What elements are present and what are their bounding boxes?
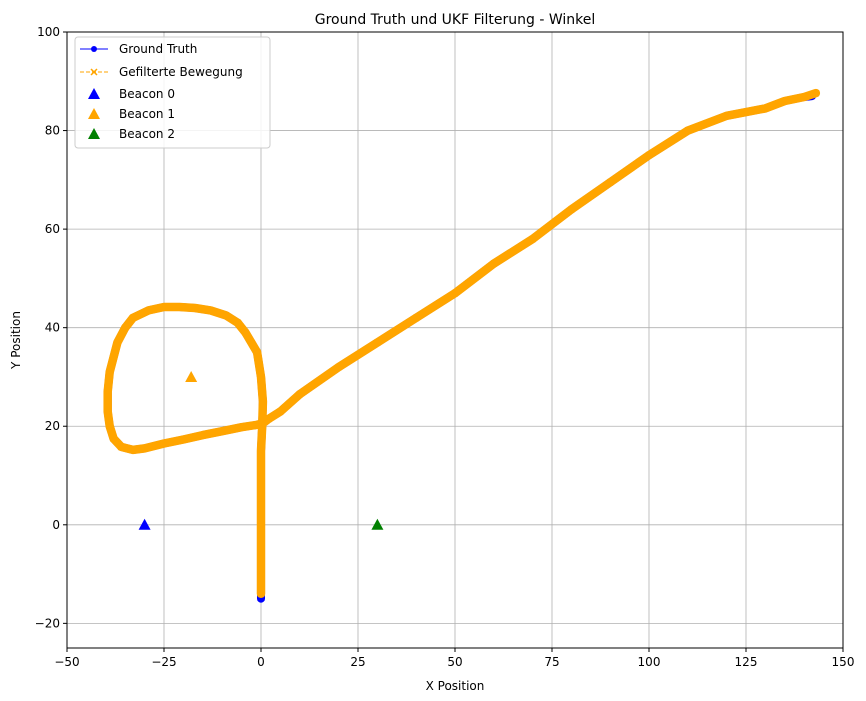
data-point-gefilterte-bewegung bbox=[781, 97, 789, 105]
data-point-gefilterte-bewegung bbox=[606, 178, 614, 186]
data-point-gefilterte-bewegung bbox=[761, 104, 769, 112]
x-tick-label: 100 bbox=[638, 655, 661, 669]
x-tick-label: 75 bbox=[544, 655, 559, 669]
data-point-gefilterte-bewegung bbox=[257, 590, 265, 598]
y-tick-label: 0 bbox=[52, 518, 60, 532]
data-point-gefilterte-bewegung bbox=[373, 338, 381, 346]
data-point-gefilterte-bewegung bbox=[199, 431, 207, 439]
data-point-gefilterte-bewegung bbox=[222, 311, 230, 319]
legend-label-beacon-2: Beacon 2 bbox=[119, 127, 175, 141]
data-point-gefilterte-bewegung bbox=[113, 338, 121, 346]
data-point-gefilterte-bewegung bbox=[265, 415, 273, 423]
x-tick-label: −50 bbox=[54, 655, 79, 669]
y-tick-label: 40 bbox=[45, 321, 60, 335]
x-tick-label: 150 bbox=[832, 655, 855, 669]
data-point-gefilterte-bewegung bbox=[241, 329, 250, 337]
data-point-gefilterte-bewegung bbox=[144, 306, 153, 314]
y-tick-label: 60 bbox=[45, 222, 60, 236]
y-axis-ticks: −20 0 20 40 60 80 100 bbox=[35, 25, 67, 630]
data-point-gefilterte-bewegung bbox=[490, 260, 498, 268]
legend-marker-filtered bbox=[90, 68, 98, 76]
data-point-gefilterte-bewegung bbox=[257, 545, 265, 553]
data-point-gefilterte-bewegung bbox=[141, 444, 149, 452]
y-tick-label: 80 bbox=[45, 124, 60, 138]
legend-label-beacon-0: Beacon 0 bbox=[119, 87, 175, 101]
data-point-gefilterte-bewegung bbox=[529, 235, 537, 243]
data-point-gefilterte-bewegung bbox=[175, 303, 184, 311]
legend-marker-beacon-0 bbox=[88, 88, 100, 99]
data-point-gefilterte-bewegung bbox=[160, 303, 168, 311]
legend-marker-beacon-2 bbox=[88, 128, 100, 139]
data-point-gefilterte-bewegung bbox=[800, 93, 808, 101]
data-point-gefilterte-bewegung bbox=[296, 390, 304, 398]
data-point-gefilterte-bewegung bbox=[257, 521, 265, 529]
data-point-gefilterte-bewegung bbox=[234, 319, 242, 327]
beacon-layer bbox=[138, 370, 384, 530]
legend: Ground Truth Gefilterte Bewegung Beacon … bbox=[74, 36, 271, 149]
legend-marker-ground-truth bbox=[91, 46, 97, 52]
legend-label-beacon-1: Beacon 1 bbox=[119, 107, 175, 121]
data-point-gefilterte-bewegung bbox=[104, 388, 112, 396]
legend-frame bbox=[74, 36, 271, 149]
data-point-gefilterte-bewegung bbox=[257, 496, 265, 504]
data-point-gefilterte-bewegung bbox=[129, 446, 137, 454]
x-tick-label: 125 bbox=[735, 655, 758, 669]
beacon-1-marker bbox=[185, 370, 198, 382]
legend-marker-beacon-1 bbox=[88, 108, 100, 119]
x-tick-label: 25 bbox=[350, 655, 365, 669]
data-point-gefilterte-bewegung bbox=[179, 436, 187, 444]
data-point-gefilterte-bewegung bbox=[276, 407, 284, 415]
legend-label-ground-truth: Ground Truth bbox=[119, 42, 197, 56]
data-point-gefilterte-bewegung bbox=[259, 419, 267, 427]
data-point-gefilterte-bewegung bbox=[257, 447, 265, 455]
data-point-gefilterte-bewegung bbox=[191, 304, 199, 312]
data-point-gefilterte-bewegung bbox=[106, 368, 114, 376]
data-point-gefilterte-bewegung bbox=[723, 112, 731, 120]
data-point-gefilterte-bewegung bbox=[645, 151, 653, 159]
legend-label-filtered: Gefilterte Bewegung bbox=[119, 65, 243, 79]
data-point-gefilterte-bewegung bbox=[110, 435, 118, 443]
data-point-gefilterte-bewegung bbox=[129, 314, 137, 322]
data-point-gefilterte-bewegung bbox=[257, 373, 265, 381]
data-point-gefilterte-bewegung bbox=[257, 471, 265, 480]
beacon-2-marker bbox=[371, 518, 384, 530]
data-point-gefilterte-bewegung bbox=[257, 420, 265, 428]
chart-title: Ground Truth und UKF Filterung - Winkel bbox=[315, 12, 596, 28]
data-point-gefilterte-bewegung bbox=[160, 439, 168, 448]
series-layer bbox=[103, 88, 821, 603]
data-point-gefilterte-bewegung bbox=[567, 205, 575, 213]
data-point-gefilterte-bewegung bbox=[121, 324, 129, 332]
x-axis-label: X Position bbox=[426, 679, 485, 693]
data-point-gefilterte-bewegung bbox=[257, 570, 265, 578]
x-tick-label: −25 bbox=[151, 655, 176, 669]
x-axis-ticks: −50 −25 0 25 50 75 100 125 150 bbox=[54, 648, 854, 669]
data-point-gefilterte-bewegung bbox=[684, 127, 692, 135]
data-point-gefilterte-bewegung bbox=[106, 422, 114, 430]
beacon-0-marker bbox=[138, 518, 151, 530]
data-point-gefilterte-bewegung bbox=[412, 314, 420, 322]
x-tick-label: 50 bbox=[447, 655, 462, 669]
data-point-gefilterte-bewegung bbox=[238, 423, 246, 431]
data-point-gefilterte-bewegung bbox=[117, 443, 125, 451]
data-point-gefilterte-bewegung bbox=[812, 89, 820, 97]
data-point-gefilterte-bewegung bbox=[104, 407, 112, 415]
data-point-gefilterte-bewegung bbox=[253, 348, 261, 356]
y-tick-label: −20 bbox=[35, 616, 60, 630]
x-tick-label: 0 bbox=[257, 655, 265, 669]
y-tick-label: 100 bbox=[37, 25, 60, 39]
series-line-gefilterte-bewegung bbox=[103, 88, 821, 599]
data-point-gefilterte-bewegung bbox=[218, 427, 226, 435]
data-point-gefilterte-bewegung bbox=[207, 306, 215, 314]
data-point-gefilterte-bewegung bbox=[451, 289, 459, 297]
y-axis-label: Y Position bbox=[9, 311, 23, 370]
data-point-gefilterte-bewegung bbox=[335, 363, 343, 371]
data-point-gefilterte-bewegung bbox=[259, 398, 267, 406]
y-tick-label: 20 bbox=[45, 419, 60, 433]
